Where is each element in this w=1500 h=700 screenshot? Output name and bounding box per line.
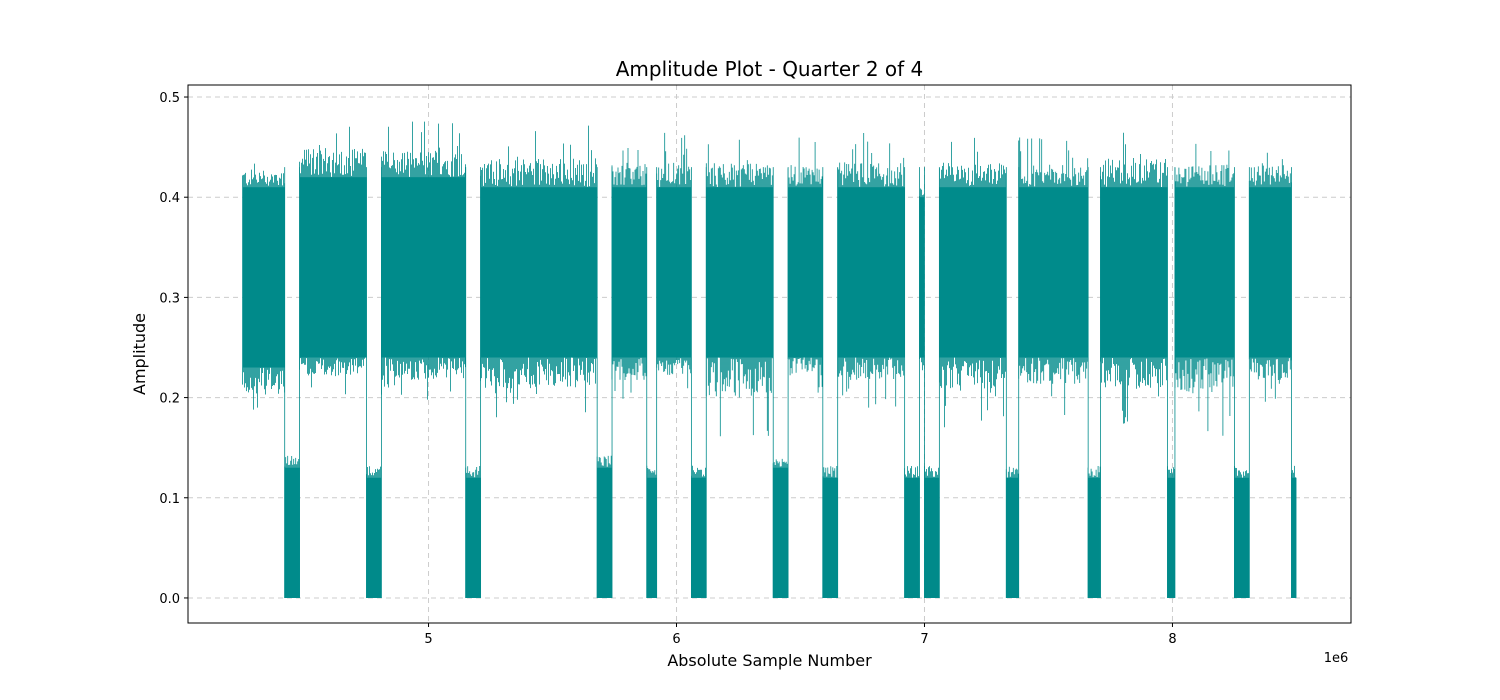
waveform-spikes <box>611 148 647 399</box>
waveform-segment-high <box>299 126 367 395</box>
waveform-spikes <box>656 132 692 389</box>
waveform-segment-low <box>284 455 300 598</box>
plot-frame <box>187 84 1352 624</box>
chart-title: Amplitude Plot - Quarter 2 of 4 <box>616 57 924 81</box>
waveform-segment-high <box>919 188 925 371</box>
waveform-segment-low <box>1087 466 1101 598</box>
waveform-segment-high <box>1100 132 1168 424</box>
waveform-spikes <box>465 466 481 598</box>
waveform-segment-low <box>1167 466 1175 598</box>
waveform-segment-low <box>772 458 789 598</box>
waveform-segment-low <box>691 465 707 598</box>
x-tick-label: 7 <box>920 632 928 647</box>
waveform-segment-low <box>904 466 920 598</box>
waveform-spikes <box>299 126 366 395</box>
x-axis-ticks: 5 6 7 8 <box>424 623 1177 647</box>
y-tick-label: 0.5 <box>159 91 180 106</box>
waveform-segment-high <box>480 125 598 418</box>
waveform-spikes <box>939 137 1006 428</box>
waveform-spikes <box>919 188 924 371</box>
waveform-body <box>919 197 925 358</box>
waveform-spikes <box>284 455 300 598</box>
waveform-segment-high <box>242 163 285 410</box>
y-axis-label: Amplitude <box>130 313 149 395</box>
x-tick-label: 6 <box>672 632 680 647</box>
waveform-segment-high <box>656 132 692 389</box>
waveform-spikes <box>705 139 773 437</box>
y-tick-label: 0.3 <box>159 291 180 306</box>
waveform-spikes <box>242 163 285 410</box>
x-tick-label: 5 <box>424 632 432 647</box>
waveform-segment-high <box>611 148 647 399</box>
x-axis-label: Absolute Sample Number <box>667 651 872 670</box>
waveform-segment-low <box>1005 466 1019 598</box>
waveform-segment-high <box>381 121 466 400</box>
waveform-segment-low <box>646 465 657 598</box>
waveform-segment-low <box>596 455 613 598</box>
y-tick-label: 0.2 <box>159 392 180 407</box>
waveform-spikes <box>787 137 823 393</box>
waveform-spikes <box>822 466 838 598</box>
waveform-spikes <box>480 125 597 418</box>
waveform-segment-high <box>1248 152 1292 402</box>
waveform-spikes <box>1234 466 1249 598</box>
waveform-spikes <box>904 466 919 598</box>
waveform-spikes <box>381 121 466 400</box>
waveform-spikes <box>366 466 381 598</box>
waveform-spikes <box>1100 132 1167 424</box>
waveform-segment-high <box>1018 137 1089 415</box>
x-tick-label: 8 <box>1168 632 1176 647</box>
waveform-spikes <box>1087 466 1101 598</box>
waveform-spikes <box>691 465 706 598</box>
waveform-segment-low <box>924 466 940 598</box>
waveform-segment-low <box>1234 466 1250 598</box>
waveform-segment-low <box>1291 465 1297 598</box>
waveform-segment-high <box>705 139 774 437</box>
waveform-spikes <box>772 458 788 598</box>
x-axis-offset-label: 1e6 <box>1324 651 1349 666</box>
waveform-spikes <box>596 455 612 598</box>
y-tick-label: 0.4 <box>159 191 180 206</box>
waveform-spikes <box>1291 465 1296 598</box>
y-tick-label: 0.1 <box>159 492 180 507</box>
waveform-spikes <box>924 466 939 598</box>
waveform-segment-low <box>366 466 382 598</box>
plot-area <box>242 121 1297 598</box>
waveform-segment-high <box>837 133 905 408</box>
waveform-spikes <box>837 133 905 408</box>
waveform-spikes <box>1005 466 1019 598</box>
waveform-segment-high <box>1174 143 1235 436</box>
y-axis-ticks: 0.0 0.1 0.2 0.3 0.4 0.5 <box>159 91 188 607</box>
waveform-segment-high <box>939 137 1007 428</box>
waveform-spikes <box>1248 152 1292 402</box>
y-tick-label: 0.0 <box>159 592 180 607</box>
waveform-body <box>1291 477 1297 598</box>
waveform-segment-low <box>465 466 481 598</box>
waveform-segment-low <box>822 466 838 598</box>
waveform-segment-high <box>787 137 823 393</box>
